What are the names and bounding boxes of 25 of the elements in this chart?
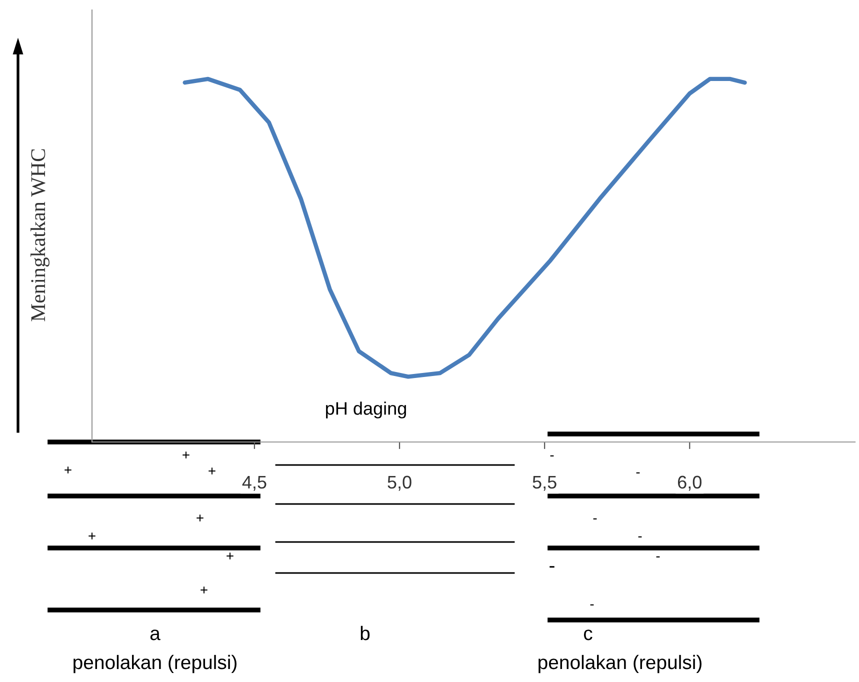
text: -: [550, 455, 554, 456]
text: +: [182, 452, 190, 458]
text: -: [638, 536, 642, 538]
text: -: [550, 566, 554, 568]
text: +: [196, 514, 204, 522]
text: +: [64, 466, 72, 474]
text: -: [636, 472, 640, 474]
x-tick-label: 6,0: [678, 476, 702, 491]
text: b: [360, 626, 370, 640]
text: +: [226, 552, 234, 560]
text: +: [200, 586, 208, 594]
text: c: [584, 630, 592, 640]
annotation: pH daging: [326, 402, 406, 418]
text: penolakan (repulsi): [74, 654, 236, 674]
x-tick-label: 5,5: [532, 476, 556, 491]
text: -: [656, 556, 660, 558]
text: +: [88, 532, 96, 540]
x-tick-label: 5,0: [388, 476, 412, 491]
text: -: [590, 604, 594, 606]
y-axis-title: Meningkatkan WHC: [30, 149, 50, 322]
text: penolakan (repulsi): [538, 654, 702, 674]
text: +: [208, 468, 216, 474]
text: a: [150, 630, 160, 640]
text: -: [593, 518, 597, 520]
x-tick-label: 4,5: [242, 476, 266, 491]
